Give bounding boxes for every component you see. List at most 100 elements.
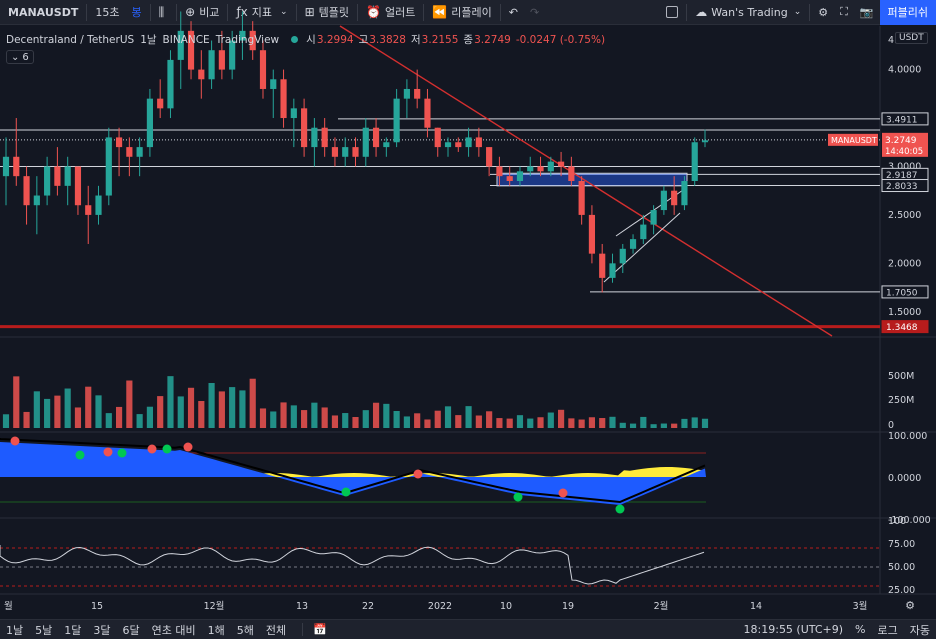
candle-body (136, 147, 143, 157)
volume-bar (547, 412, 554, 428)
range-3m[interactable]: 3달 (93, 623, 111, 637)
chevron-down-icon: ⌄ (280, 7, 288, 17)
toolbar-divider (423, 3, 425, 21)
replay-button[interactable]: ⏪ 리플레이 (426, 0, 497, 25)
toolbar-divider (499, 3, 501, 21)
volume-bar (527, 418, 534, 428)
volume-bar (64, 388, 71, 428)
toolbar-divider (227, 3, 229, 21)
volume-bar (146, 406, 153, 428)
volume-bar (455, 415, 462, 428)
volume-bar (54, 395, 61, 428)
high-label: 고 (358, 34, 369, 46)
candle-body (599, 253, 606, 278)
candle-body (701, 140, 709, 143)
volume-bar (157, 396, 164, 428)
chart-canvas[interactable]: 4.00003.50003.00002.50002.00001.50004.3.… (0, 0, 936, 619)
auto-toggle[interactable]: 자동 (909, 623, 930, 637)
candle-body (311, 127, 318, 148)
log-toggle[interactable]: 로그 (877, 623, 898, 637)
volume-bar (475, 415, 482, 428)
range-6m[interactable]: 6달 (122, 623, 140, 637)
osc-blue-area (0, 442, 706, 505)
downtrend-line (339, 25, 833, 337)
layout-square-icon (666, 6, 679, 18)
osc2-tick: 25.00 (888, 585, 915, 596)
range-ytd[interactable]: 연초 대비 (151, 623, 196, 637)
volume-bar (629, 423, 637, 428)
candle-body (115, 137, 123, 148)
volume-bar (105, 413, 112, 428)
last-price-label (882, 132, 928, 157)
replay-label: 리플레이 (451, 6, 492, 19)
range-all[interactable]: 전체 (265, 623, 287, 637)
interval-label: 1날 (140, 34, 157, 46)
volume-bar (691, 417, 698, 428)
layout-name-button[interactable]: ☁ Wan's Trading ⌄ (689, 0, 807, 25)
redo-button[interactable]: ↷ (524, 0, 545, 25)
range-1y[interactable]: 1해 (207, 623, 225, 637)
alert-button[interactable]: ⏰ 얼러트 (360, 0, 421, 25)
alert-label: 얼러트 (384, 6, 416, 19)
osc2-tick: 75.00 (888, 539, 915, 550)
candle-body (177, 30, 184, 60)
clock[interactable]: 18:19:55 (UTC+9) (743, 623, 844, 636)
range-5y[interactable]: 5해 (236, 623, 254, 637)
price-label-value: 1.7050 (886, 288, 918, 298)
source-label: TradingView (215, 33, 280, 46)
volume-bar (465, 406, 472, 428)
templates-button[interactable]: ⊞ 템플릿 (299, 0, 355, 25)
range-1d[interactable]: 1날 (6, 623, 24, 637)
price-tick: 2.0000 (888, 258, 921, 269)
goto-date-button[interactable]: 📅 (302, 623, 333, 636)
bottom-right: 18:19:55 (UTC+9) % 로그 자동 (738, 622, 936, 638)
candle-body (527, 166, 534, 172)
candle-body (13, 156, 20, 177)
osc2-tick: 50.00 (888, 562, 915, 573)
candle-body (588, 214, 596, 254)
indicators-collapse-button[interactable]: ⌄ 6 (6, 50, 34, 64)
fullscreen-button[interactable]: ⛶ (834, 0, 854, 25)
volume-bar (23, 411, 30, 428)
toolbar-divider (176, 3, 178, 21)
price-tick: 4. (888, 35, 897, 46)
candle-body (146, 98, 153, 148)
volume-bar (701, 418, 709, 428)
volume-bar (558, 409, 565, 428)
compare-button[interactable]: ⊕ 비교 (179, 0, 225, 25)
undo-button[interactable]: ↶ (503, 0, 524, 25)
chart-style-button[interactable]: ⫼ (153, 0, 175, 25)
currency-button[interactable]: USDT (895, 32, 928, 44)
low-label: 저 (411, 34, 421, 46)
volume-bar (640, 416, 647, 428)
bar-type-button[interactable]: 봉 (131, 6, 142, 19)
candle-body (342, 147, 349, 157)
multi-layout-button[interactable] (660, 0, 684, 25)
volume-bar (383, 403, 390, 428)
open-label: 시 (306, 34, 316, 46)
interval-button[interactable]: 15초 (95, 6, 120, 19)
symbol-price-tag (828, 133, 878, 146)
volume-bar (568, 418, 575, 428)
volume-bar (13, 376, 20, 428)
volume-bar (434, 410, 441, 428)
volume-bar (362, 410, 369, 428)
range-5d[interactable]: 5날 (35, 623, 53, 637)
volume-bar (681, 418, 688, 428)
candle-body (681, 181, 688, 206)
price-label-value: 2.8033 (886, 182, 918, 192)
percent-toggle[interactable]: % (855, 623, 866, 636)
osc-signal-dot (117, 448, 127, 458)
axis-settings-icon[interactable]: ⚙ (905, 599, 915, 612)
publish-button[interactable]: 퍼블리쉬 (879, 0, 936, 25)
volume-bar (352, 417, 359, 428)
range-1m[interactable]: 1달 (64, 623, 82, 637)
snapshot-button[interactable]: 📷 (854, 0, 880, 25)
undo-icon: ↶ (508, 5, 518, 19)
price-label-value: 1.3468 (886, 323, 918, 333)
symbol-search-button[interactable]: MANAUSDT (8, 5, 79, 19)
settings-button[interactable]: ⚙ (812, 0, 834, 25)
candle-body (33, 195, 40, 206)
candle-body (64, 166, 71, 186)
volume-bar (2, 414, 10, 428)
